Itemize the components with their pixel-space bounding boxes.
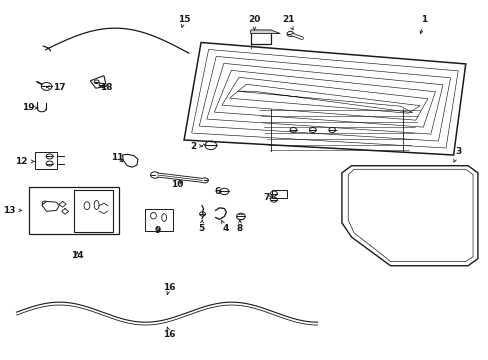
Bar [250, 30, 270, 44]
Text: 9: 9 [154, 225, 160, 234]
Text: 12: 12 [15, 157, 34, 166]
Text: 7: 7 [263, 193, 272, 202]
Text: 4: 4 [222, 221, 228, 233]
Text: 8: 8 [236, 220, 243, 233]
Text: 3: 3 [453, 147, 461, 162]
Bar [144, 209, 173, 231]
Bar [35, 152, 57, 169]
Polygon shape [122, 154, 138, 167]
Text: 14: 14 [71, 251, 83, 260]
Text: 16: 16 [163, 283, 175, 294]
Text: 21: 21 [282, 15, 294, 30]
Text: 1: 1 [419, 15, 427, 33]
Text: 2: 2 [190, 141, 202, 150]
Polygon shape [215, 208, 226, 219]
Polygon shape [250, 30, 280, 33]
Text: 5: 5 [198, 220, 204, 233]
Polygon shape [41, 202, 59, 211]
Text: 13: 13 [3, 206, 21, 215]
Text: 10: 10 [170, 180, 183, 189]
Text: 17: 17 [46, 83, 65, 92]
Text: 11: 11 [111, 153, 123, 162]
Text: 18: 18 [100, 83, 112, 92]
Text: 16: 16 [163, 327, 175, 339]
Text: 15: 15 [178, 15, 190, 27]
Text: 19: 19 [22, 103, 38, 112]
Bar [272, 190, 286, 198]
Text: 6: 6 [215, 187, 222, 196]
Text: 20: 20 [248, 15, 260, 30]
Bar [74, 190, 112, 232]
Bar [29, 187, 119, 234]
